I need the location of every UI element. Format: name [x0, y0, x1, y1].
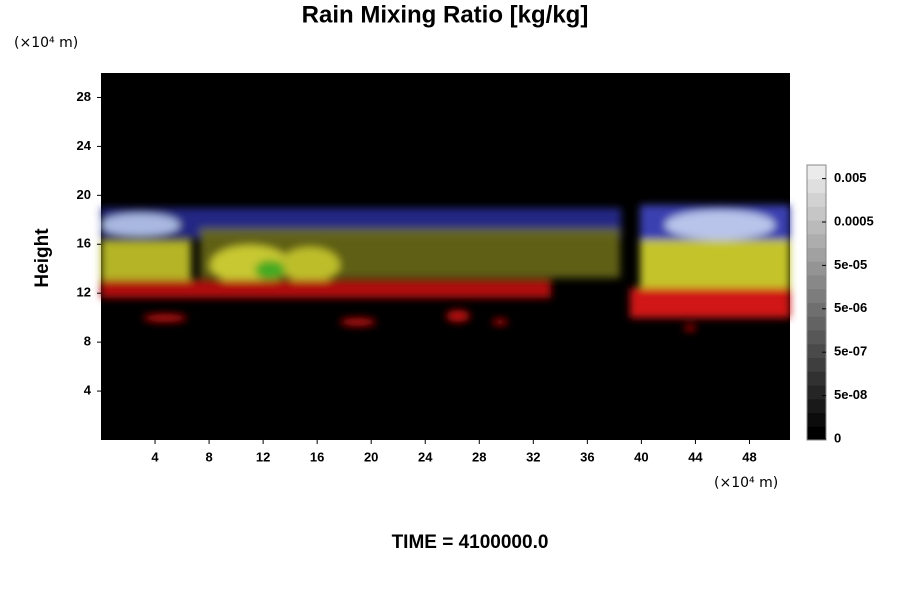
x-tick-label: 40	[634, 449, 648, 464]
colorbar-tick-label: 0.005	[834, 170, 867, 185]
colorbar-band	[807, 192, 826, 207]
colorbar-band	[807, 316, 826, 331]
colorbar-band	[807, 371, 826, 386]
y-tick-label: 8	[84, 334, 91, 349]
time-label: TIME = 4100000.0	[392, 532, 549, 553]
colorbar-band	[807, 343, 826, 358]
x-tick-label: 12	[256, 449, 270, 464]
colorbar-band	[807, 165, 826, 180]
x-tick-label: 32	[526, 449, 540, 464]
colorbar-tick-label: 5e-08	[834, 387, 867, 402]
colorbar-tick-label: 5e-07	[834, 344, 867, 359]
colorbar-band	[807, 220, 826, 235]
chart-title: Rain Mixing Ratio [kg/kg]	[302, 1, 589, 28]
y-tick-label: 16	[77, 236, 91, 251]
colorbar-band	[807, 275, 826, 290]
colorbar-band	[807, 302, 826, 317]
colorbar-band	[807, 385, 826, 400]
colorbar-band	[807, 357, 826, 372]
x-tick-label: 36	[580, 449, 594, 464]
colorbar-band	[807, 330, 826, 345]
x-tick-label: 16	[310, 449, 324, 464]
colorbar-tick-label: 5e-05	[834, 257, 867, 272]
x-tick-label: 8	[205, 449, 212, 464]
colorbar-band	[807, 412, 826, 427]
colorbar-tick-label: 0	[834, 430, 841, 445]
colorbar-tick-label: 5e-06	[834, 300, 867, 315]
colorbar-band	[807, 398, 826, 413]
x-unit: (×10⁴ m)	[714, 475, 778, 491]
colorbar-band	[807, 426, 826, 441]
x-tick-label: 48	[742, 449, 756, 464]
x-tick-label: 20	[364, 449, 378, 464]
colorbar-tick-label: 0.0005	[834, 213, 874, 228]
y-tick-label: 24	[77, 138, 92, 153]
y-axis-label: Height	[32, 228, 53, 288]
colorbar-band	[807, 178, 826, 193]
x-tick-label: 44	[688, 449, 703, 464]
y-tick-label: 20	[77, 187, 91, 202]
colorbar-band	[807, 247, 826, 262]
colorbar-band	[807, 288, 826, 303]
volume-render	[100, 205, 790, 331]
colorbar-band	[807, 233, 826, 248]
y-unit: (×10⁴ m)	[14, 35, 78, 51]
x-tick-label: 4	[151, 449, 159, 464]
colorbar-frame	[806, 164, 827, 441]
y-tick-label: 28	[77, 89, 91, 104]
colorbar-band	[807, 261, 826, 276]
x-tick-label: 24	[418, 449, 433, 464]
y-tick-label: 12	[77, 285, 91, 300]
y-tick-label: 4	[84, 383, 92, 398]
colorbar-band	[807, 206, 826, 221]
x-tick-label: 28	[472, 449, 486, 464]
